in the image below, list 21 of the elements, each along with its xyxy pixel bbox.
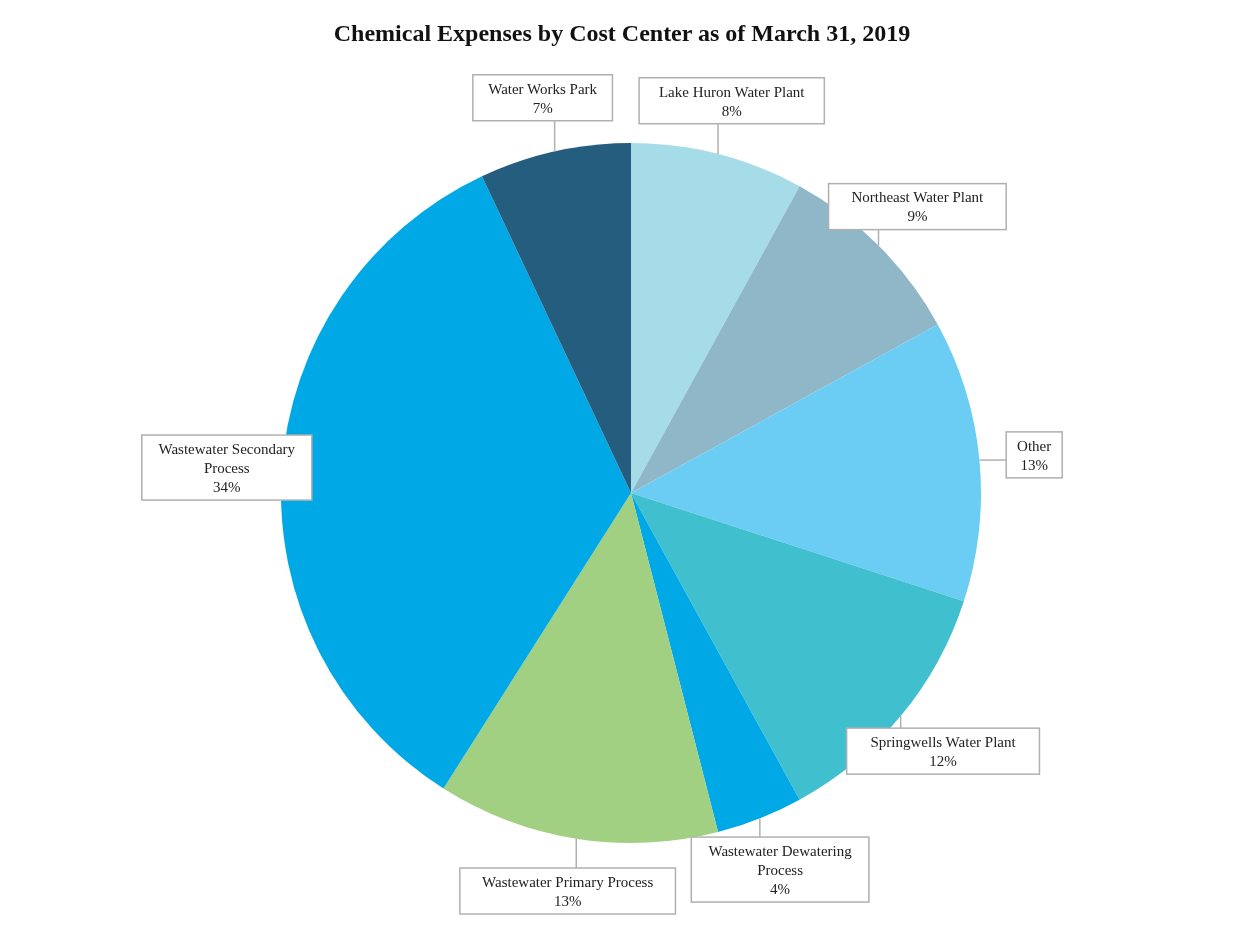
data-label: 12% [929,752,957,769]
data-label: 13% [553,892,582,909]
data-label: 4% [770,880,791,897]
pie-slice [481,143,631,493]
chart-title: Chemical Expenses by Cost Center as of March 31, 2019 [332,20,912,47]
slice-label: Wastewater Dewatering Process [708,842,853,878]
data-label: 7% [532,99,553,116]
slice-label: Wastewater Primary Process [482,873,654,890]
pie-slice [443,493,719,843]
slice-label: Northeast Water Plant [851,189,985,206]
data-label: 8% [721,102,742,119]
slice-label: Lake Huron Water Plant [658,83,806,100]
slice-label: Water Works Park [488,80,598,97]
data-label: 34% [213,478,241,495]
pie-slice [631,324,981,602]
data-label: 13% [1020,456,1048,473]
slice-label: Other [1017,437,1052,454]
slice-label: Springwells Water Plant [870,733,1017,750]
pie-slice [631,143,800,493]
slice-label: Wastewater Secondary Process [158,440,296,476]
data-label: 9% [907,208,928,225]
